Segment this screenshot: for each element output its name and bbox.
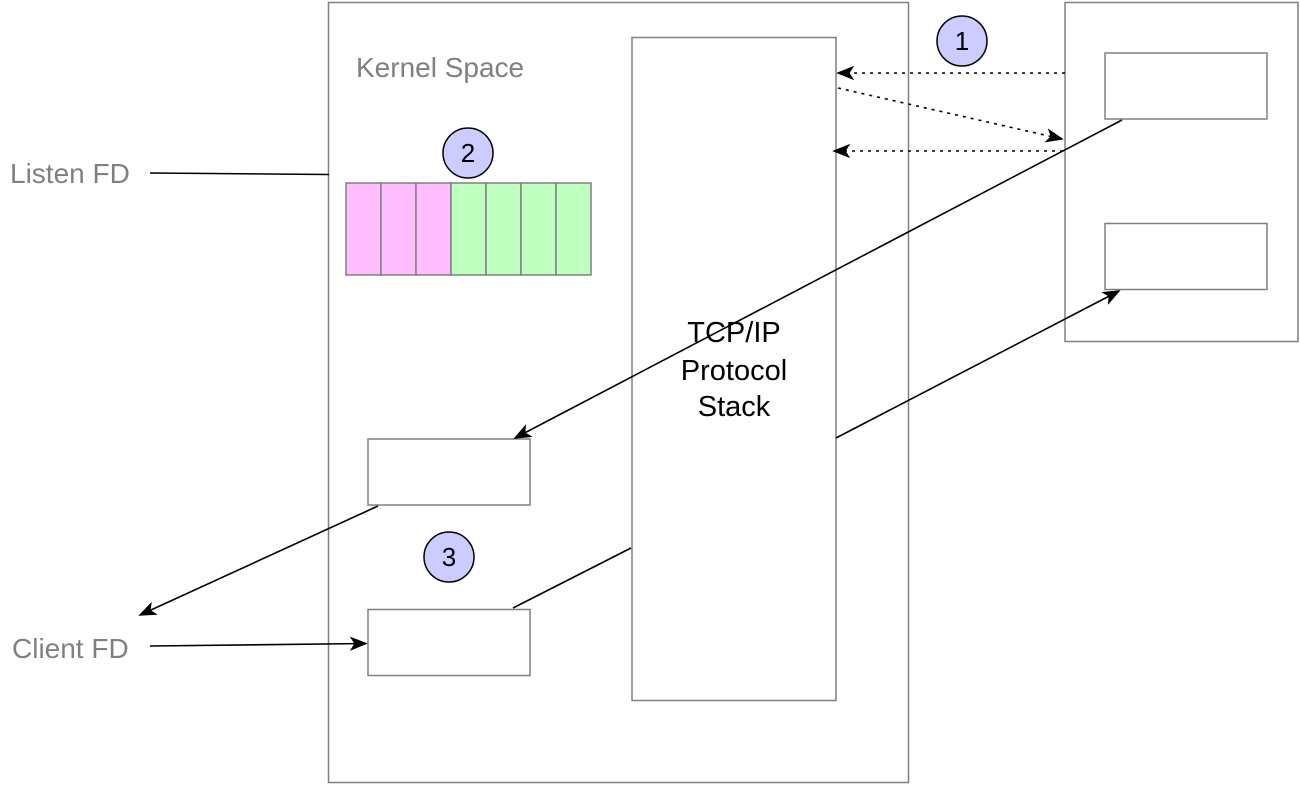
stack-label-line2: Protocol	[681, 355, 787, 387]
kernel-space-box	[327, 1, 910, 784]
accepted-to-client-fd-arrow	[138, 505, 379, 616]
stack-label-line3: Stack	[698, 391, 771, 423]
accept-queue-cell-ready	[520, 182, 557, 276]
stack-label-line1: TCP/IP	[687, 317, 780, 349]
step-badge-1: 1	[936, 15, 988, 67]
client-fd-label: Client FD	[12, 633, 129, 664]
accept-queue-cell-ready	[450, 182, 487, 276]
step-badge-2: 2	[442, 127, 494, 179]
step-badge-3: 3	[423, 531, 475, 583]
client-socket-box	[367, 608, 531, 677]
step-badge-1-text: 1	[955, 26, 969, 56]
tcp-ip-stack-box	[631, 36, 837, 702]
client-socket-to-stack-line	[512, 547, 632, 609]
remote-host-box	[1064, 1, 1299, 343]
accepted-socket-box	[367, 438, 531, 506]
accept-queue-cell-pending	[415, 182, 452, 276]
remote-socket-box-top	[1104, 52, 1268, 120]
stack-to-remote-arrow	[835, 290, 1121, 439]
step-badge-3-text: 3	[442, 542, 456, 572]
listen-fd-connector	[149, 172, 330, 176]
step-badge-2-text: 2	[461, 138, 475, 168]
accept-queue-cell-ready	[555, 182, 592, 276]
handshake-syn-ack-arrow	[837, 87, 1064, 143]
remote-socket-box-bottom	[1104, 222, 1268, 291]
accept-queue-cell-ready	[485, 182, 522, 276]
accept-queue	[345, 182, 592, 276]
client-fd-arrow	[149, 636, 368, 651]
accept-queue-cell-pending	[380, 182, 417, 276]
remote-to-accepted-arrow	[513, 119, 1123, 439]
kernel-space-label: Kernel Space	[356, 52, 524, 83]
accept-queue-cell-pending	[345, 182, 382, 276]
listen-fd-label: Listen FD	[10, 158, 130, 189]
